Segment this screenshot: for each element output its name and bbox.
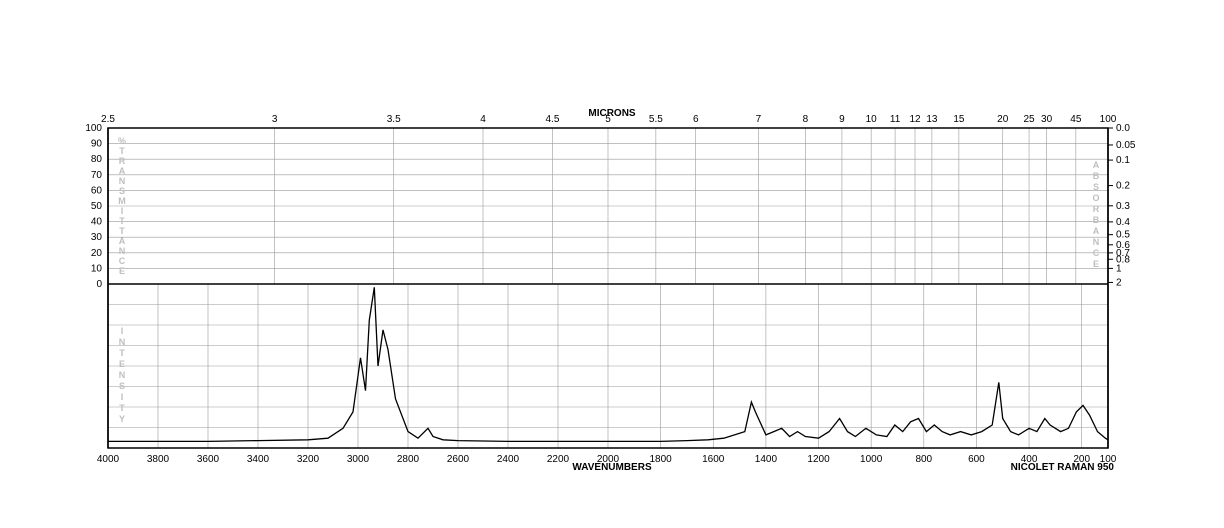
svg-text:1600: 1600 bbox=[702, 454, 725, 465]
svg-text:A: A bbox=[1093, 226, 1100, 236]
svg-text:O: O bbox=[1092, 193, 1099, 203]
svg-text:I: I bbox=[121, 206, 124, 216]
spectrum-chart: 01020304050607080901000.00.050.10.20.30.… bbox=[0, 0, 1224, 528]
svg-text:13: 13 bbox=[926, 114, 938, 125]
svg-text:80: 80 bbox=[91, 154, 103, 165]
svg-text:3000: 3000 bbox=[347, 454, 370, 465]
svg-text:0.3: 0.3 bbox=[1116, 201, 1130, 212]
svg-text:800: 800 bbox=[915, 454, 932, 465]
svg-text:9: 9 bbox=[839, 114, 845, 125]
svg-text:T: T bbox=[119, 348, 125, 358]
svg-text:%: % bbox=[118, 136, 126, 146]
svg-text:2: 2 bbox=[1116, 277, 1122, 288]
svg-text:70: 70 bbox=[91, 170, 103, 181]
svg-text:100: 100 bbox=[85, 123, 102, 134]
svg-text:T: T bbox=[119, 146, 125, 156]
svg-text:8: 8 bbox=[803, 114, 809, 125]
svg-text:S: S bbox=[119, 381, 125, 391]
svg-text:2400: 2400 bbox=[497, 454, 520, 465]
svg-text:25: 25 bbox=[1023, 114, 1035, 125]
svg-text:30: 30 bbox=[91, 232, 103, 243]
svg-text:5: 5 bbox=[605, 114, 611, 125]
svg-text:R: R bbox=[1093, 204, 1100, 214]
svg-text:C: C bbox=[1093, 248, 1100, 258]
svg-text:20: 20 bbox=[997, 114, 1009, 125]
svg-text:1: 1 bbox=[1116, 263, 1122, 274]
svg-text:3200: 3200 bbox=[297, 454, 320, 465]
svg-text:N: N bbox=[119, 176, 126, 186]
svg-text:T: T bbox=[119, 226, 125, 236]
svg-text:60: 60 bbox=[91, 185, 103, 196]
svg-text:A: A bbox=[119, 236, 126, 246]
svg-text:2200: 2200 bbox=[547, 454, 570, 465]
svg-text:0.4: 0.4 bbox=[1116, 217, 1130, 228]
svg-text:I: I bbox=[121, 392, 124, 402]
svg-text:5.5: 5.5 bbox=[649, 114, 663, 125]
svg-text:100: 100 bbox=[1100, 454, 1117, 465]
svg-text:E: E bbox=[119, 266, 125, 276]
svg-text:10: 10 bbox=[866, 114, 878, 125]
svg-text:20: 20 bbox=[91, 248, 103, 259]
svg-text:90: 90 bbox=[91, 139, 103, 150]
svg-text:I: I bbox=[121, 326, 124, 336]
svg-text:0.05: 0.05 bbox=[1116, 140, 1136, 151]
svg-text:0.0: 0.0 bbox=[1116, 123, 1130, 134]
svg-text:3800: 3800 bbox=[147, 454, 170, 465]
svg-text:3: 3 bbox=[272, 114, 278, 125]
svg-text:40: 40 bbox=[91, 217, 103, 228]
svg-text:N: N bbox=[1093, 237, 1100, 247]
svg-text:0.1: 0.1 bbox=[1116, 155, 1130, 166]
svg-text:S: S bbox=[1093, 182, 1099, 192]
svg-text:6: 6 bbox=[693, 114, 699, 125]
svg-text:T: T bbox=[119, 216, 125, 226]
svg-text:400: 400 bbox=[1021, 454, 1038, 465]
svg-text:1200: 1200 bbox=[807, 454, 830, 465]
svg-text:15: 15 bbox=[953, 114, 965, 125]
svg-text:N: N bbox=[119, 246, 126, 256]
svg-text:0.2: 0.2 bbox=[1116, 181, 1130, 192]
svg-text:E: E bbox=[1093, 259, 1099, 269]
svg-text:1000: 1000 bbox=[860, 454, 883, 465]
svg-text:1800: 1800 bbox=[650, 454, 673, 465]
svg-text:N: N bbox=[119, 370, 126, 380]
svg-text:0: 0 bbox=[96, 279, 102, 290]
svg-text:B: B bbox=[1093, 215, 1100, 225]
svg-text:2600: 2600 bbox=[447, 454, 470, 465]
svg-text:3400: 3400 bbox=[247, 454, 270, 465]
svg-text:A: A bbox=[1093, 160, 1100, 170]
svg-text:1400: 1400 bbox=[755, 454, 778, 465]
svg-text:200: 200 bbox=[1073, 454, 1090, 465]
svg-text:R: R bbox=[119, 156, 126, 166]
svg-text:10: 10 bbox=[91, 263, 103, 274]
svg-text:B: B bbox=[1093, 171, 1100, 181]
svg-text:A: A bbox=[119, 166, 126, 176]
svg-text:2800: 2800 bbox=[397, 454, 420, 465]
svg-text:100: 100 bbox=[1100, 114, 1117, 125]
svg-text:50: 50 bbox=[91, 201, 103, 212]
svg-text:C: C bbox=[119, 256, 126, 266]
svg-text:2000: 2000 bbox=[597, 454, 620, 465]
svg-text:600: 600 bbox=[968, 454, 985, 465]
svg-text:4.5: 4.5 bbox=[545, 114, 559, 125]
svg-text:11: 11 bbox=[890, 114, 901, 125]
svg-text:4: 4 bbox=[480, 114, 486, 125]
svg-text:N: N bbox=[119, 337, 126, 347]
svg-text:E: E bbox=[119, 359, 125, 369]
svg-text:3600: 3600 bbox=[197, 454, 220, 465]
svg-text:3.5: 3.5 bbox=[387, 114, 401, 125]
svg-text:30: 30 bbox=[1041, 114, 1053, 125]
svg-text:M: M bbox=[118, 196, 126, 206]
svg-text:7: 7 bbox=[756, 114, 762, 125]
svg-text:12: 12 bbox=[909, 114, 921, 125]
svg-text:S: S bbox=[119, 186, 125, 196]
svg-text:T: T bbox=[119, 403, 125, 413]
svg-text:45: 45 bbox=[1070, 114, 1082, 125]
svg-text:Y: Y bbox=[119, 414, 125, 424]
svg-text:4000: 4000 bbox=[97, 454, 120, 465]
svg-text:2.5: 2.5 bbox=[101, 114, 115, 125]
